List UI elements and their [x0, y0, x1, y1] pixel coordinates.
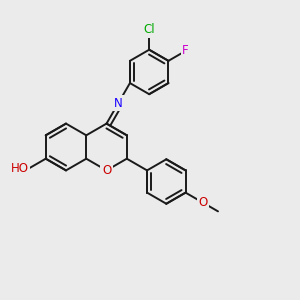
Text: F: F	[182, 44, 189, 57]
Text: O: O	[102, 164, 111, 177]
Text: O: O	[198, 196, 207, 209]
Text: Cl: Cl	[143, 23, 155, 36]
Text: N: N	[114, 97, 123, 110]
Text: HO: HO	[11, 162, 28, 175]
